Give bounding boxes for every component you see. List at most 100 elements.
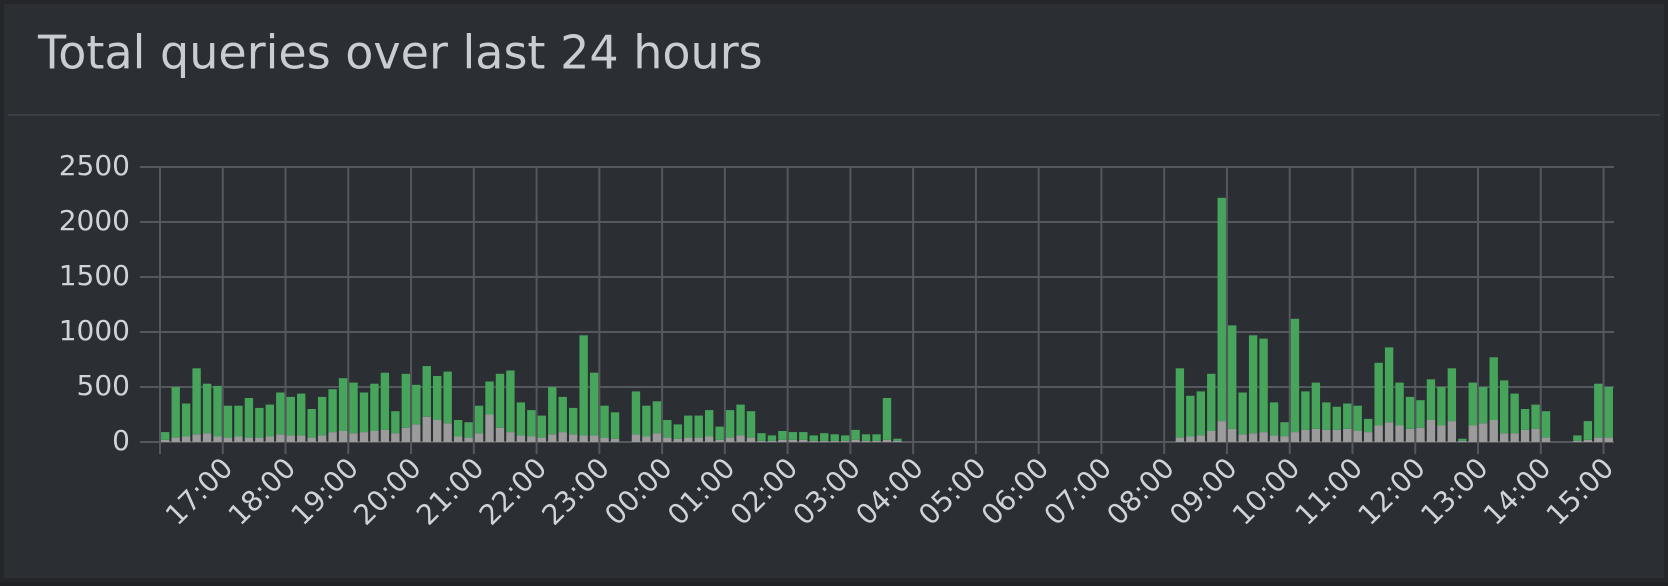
bar-segment bbox=[401, 373, 411, 428]
bar-segment bbox=[1269, 435, 1279, 442]
bar-segment bbox=[642, 436, 651, 442]
bar-segment bbox=[453, 436, 463, 442]
bar-segment bbox=[171, 387, 180, 438]
bar-segment bbox=[1175, 368, 1185, 438]
bar-segment bbox=[1280, 422, 1289, 437]
bar-segment bbox=[579, 335, 588, 436]
bar-segment bbox=[1228, 325, 1237, 429]
bar-segment bbox=[422, 366, 431, 417]
bar-segment bbox=[1290, 432, 1300, 442]
bar-segment bbox=[799, 439, 808, 442]
bar-segment bbox=[1531, 404, 1540, 429]
bar-segment bbox=[746, 437, 756, 442]
bar-segment bbox=[181, 436, 191, 442]
bar-segment bbox=[569, 434, 578, 442]
bar-segment bbox=[704, 436, 714, 442]
bar-segment bbox=[820, 440, 829, 442]
bar-segment bbox=[1594, 383, 1603, 438]
bar-segment bbox=[704, 410, 714, 437]
bar-segment bbox=[725, 410, 735, 438]
y-tick-label: 1000 bbox=[59, 314, 130, 347]
bar-segment bbox=[809, 435, 818, 441]
bar-segment bbox=[422, 416, 431, 442]
bar-segment bbox=[1290, 318, 1300, 433]
bar-segment bbox=[872, 434, 881, 441]
bar-segment bbox=[359, 432, 369, 442]
bar-segment bbox=[715, 439, 724, 442]
bar-segment bbox=[1583, 439, 1593, 442]
bar-segment bbox=[1217, 421, 1226, 442]
bar-segment bbox=[213, 385, 222, 437]
bar-segment bbox=[652, 433, 662, 442]
bar-segment bbox=[297, 435, 306, 442]
bar-segment bbox=[474, 433, 484, 442]
bar-segment bbox=[694, 415, 703, 438]
bar-segment bbox=[485, 381, 494, 415]
bar-segment bbox=[223, 405, 233, 438]
bar-segment bbox=[213, 436, 222, 442]
bar-segment bbox=[328, 432, 337, 442]
bar-segment bbox=[610, 412, 620, 439]
bar-segment bbox=[265, 436, 275, 442]
bar-segment bbox=[1541, 437, 1551, 442]
bar-segment bbox=[1186, 395, 1195, 437]
bar-segment bbox=[893, 438, 902, 441]
bar-segment bbox=[1395, 425, 1404, 442]
bar-segment bbox=[506, 370, 515, 433]
bar-segment bbox=[1259, 432, 1268, 442]
bar-segment bbox=[610, 438, 620, 442]
bar-segment bbox=[401, 427, 411, 442]
bar-segment bbox=[830, 440, 839, 442]
bar-segment bbox=[1604, 387, 1613, 438]
bar-segment bbox=[537, 415, 546, 438]
bar-segment bbox=[181, 403, 191, 437]
bar-segment bbox=[1384, 422, 1394, 442]
bar-segment bbox=[276, 392, 285, 435]
bar-segment bbox=[1541, 411, 1551, 438]
bar-segment bbox=[1322, 402, 1331, 430]
bar-segment bbox=[412, 424, 421, 442]
bar-segment bbox=[1447, 368, 1457, 422]
bar-segment bbox=[1416, 427, 1425, 442]
bar-segment bbox=[1426, 379, 1436, 420]
bar-segment bbox=[338, 378, 348, 431]
bar-segment bbox=[788, 432, 798, 440]
bar-segment bbox=[317, 396, 327, 436]
bar-segment bbox=[1426, 420, 1436, 442]
bar-segment bbox=[161, 439, 170, 442]
bar-segment bbox=[694, 437, 703, 442]
bar-segment bbox=[1238, 434, 1247, 442]
bar-segment bbox=[1207, 373, 1216, 431]
bar-segment bbox=[1374, 425, 1383, 442]
bar-segment bbox=[600, 437, 609, 442]
bar-segment bbox=[234, 405, 243, 437]
bar-segment bbox=[1363, 432, 1373, 442]
bar-segment bbox=[1468, 425, 1477, 442]
bar-segment bbox=[506, 432, 515, 442]
bar-segment bbox=[1343, 428, 1352, 442]
bar-segment bbox=[1353, 431, 1362, 442]
bar-segment bbox=[359, 392, 369, 433]
bar-segment bbox=[1280, 436, 1289, 442]
bar-segment bbox=[453, 420, 463, 437]
bar-segment bbox=[380, 429, 390, 442]
bar-segment bbox=[1238, 392, 1247, 435]
bar-segment bbox=[1343, 403, 1352, 429]
bar-segment bbox=[1269, 402, 1279, 436]
bar-segment bbox=[234, 436, 243, 442]
bar-segment bbox=[1374, 362, 1383, 426]
bar-segment bbox=[265, 404, 275, 437]
bar-segment bbox=[1405, 428, 1415, 442]
bar-segment bbox=[746, 411, 756, 438]
bar-segment bbox=[809, 440, 818, 442]
bar-segment bbox=[527, 410, 536, 437]
bar-segment bbox=[495, 427, 505, 442]
bar-segment bbox=[1594, 437, 1603, 442]
bar-segment bbox=[673, 438, 682, 442]
bar-segment bbox=[537, 437, 546, 442]
bar-segment bbox=[558, 396, 567, 433]
bar-segment bbox=[663, 420, 672, 438]
bar-segment bbox=[464, 422, 473, 438]
bar-segment bbox=[255, 407, 264, 438]
